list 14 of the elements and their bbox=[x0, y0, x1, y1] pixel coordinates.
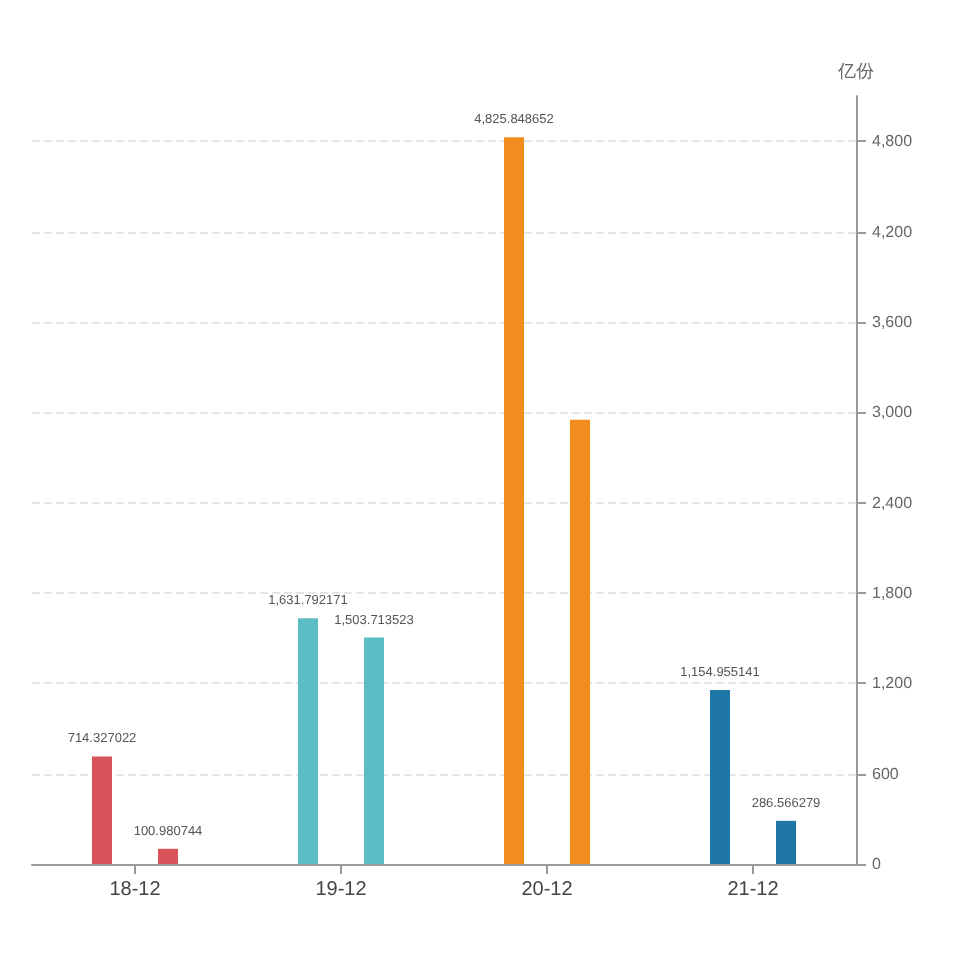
y-tick-label: 0 bbox=[872, 855, 882, 873]
x-tick-label: 19-12 bbox=[315, 879, 368, 901]
y-tick-label: 1,800 bbox=[872, 583, 914, 602]
y-tick-label: 4,800 bbox=[872, 132, 914, 151]
y-tick-label: 4,200 bbox=[872, 222, 914, 241]
x-tick-label: 21-12 bbox=[727, 879, 780, 901]
y-tick-label: 3,000 bbox=[872, 403, 914, 422]
x-tick-label: 18-12 bbox=[109, 879, 162, 901]
y-tick-label: 3,600 bbox=[872, 312, 914, 331]
y-tick-label: 600 bbox=[872, 764, 900, 783]
y-axis-title: 亿份 bbox=[836, 61, 874, 81]
y-tick-label: 2,400 bbox=[872, 493, 914, 512]
y-tick-label: 1,200 bbox=[872, 674, 914, 693]
x-tick-label: 20-12 bbox=[521, 879, 574, 901]
